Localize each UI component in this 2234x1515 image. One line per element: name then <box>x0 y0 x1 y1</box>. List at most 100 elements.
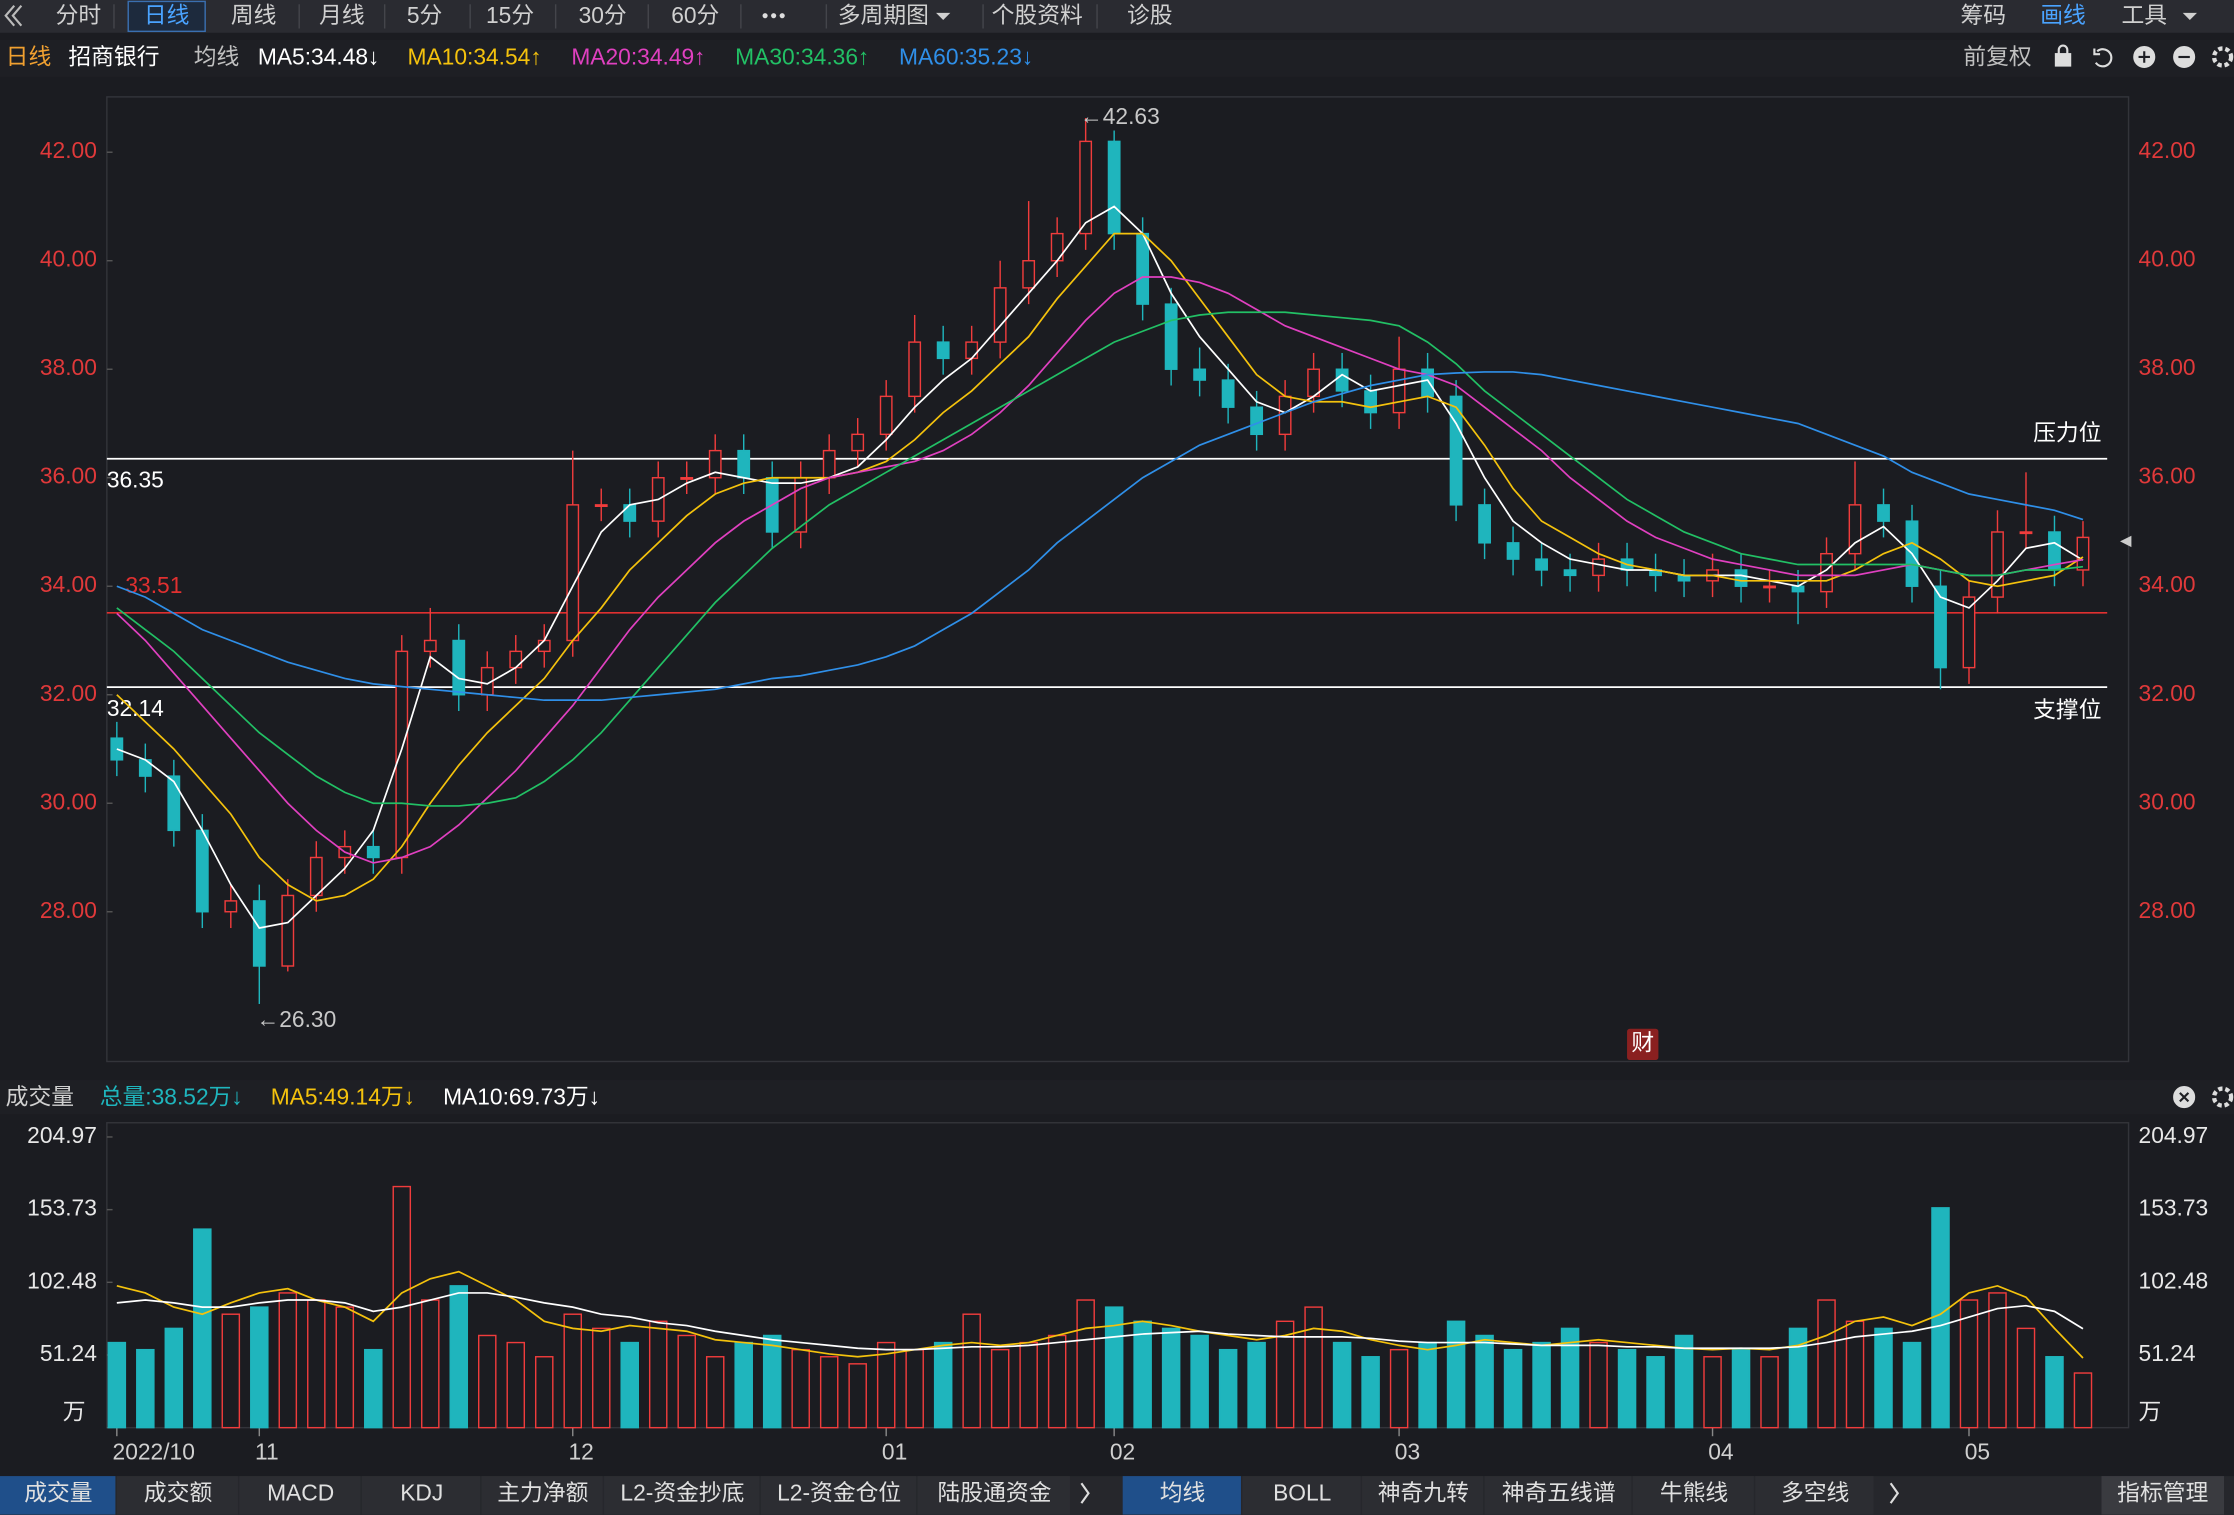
y2-tick-label: 40.00 <box>2139 246 2196 272</box>
indicator-tab[interactable]: 主力净额 <box>497 1480 588 1506</box>
candle-body <box>1250 406 1264 436</box>
candle-body <box>423 639 437 653</box>
overlay-tab[interactable]: BOLL <box>1273 1480 1331 1506</box>
volume-bar <box>193 1228 212 1429</box>
indicator-tab-bg <box>917 1476 1070 1515</box>
legend-entry: MA5:34.48↓ <box>258 43 380 69</box>
volume-total: 总量:38.52万↓ <box>100 1084 243 1110</box>
volume-bar <box>107 1341 127 1429</box>
adjust-label[interactable]: 前复权 <box>1963 43 2032 69</box>
volume-bar <box>1646 1356 1665 1429</box>
right-tab[interactable]: 画线 <box>2040 2 2086 28</box>
volume-bar <box>307 1299 326 1429</box>
period-tab[interactable]: 分时 <box>56 2 102 28</box>
candle-body <box>281 894 295 967</box>
manage-tab[interactable]: 指标管理 <box>2117 1480 2208 1506</box>
more-icon[interactable] <box>762 13 785 19</box>
level-label: 36.35 <box>107 467 164 493</box>
y-tick-label: 36.00 <box>40 463 97 489</box>
volume-bar <box>819 1356 839 1429</box>
overlay-tab-bg <box>1755 1476 1874 1515</box>
period-label: 日线 <box>6 43 52 69</box>
overlay-tab[interactable]: 均线 <box>1160 1480 1206 1506</box>
candle-body <box>195 829 209 913</box>
back-icon[interactable] <box>4 5 23 27</box>
period-tab[interactable]: 月线 <box>319 2 365 28</box>
toolbar-icons <box>1080 44 2234 1504</box>
y2-tick-label: 42.00 <box>2139 137 2196 163</box>
candle-body <box>452 639 466 696</box>
y-tick-label: 102.48 <box>27 1267 97 1293</box>
period-tab[interactable]: 30分 <box>579 2 627 28</box>
y-tick-label: 万 <box>63 1398 86 1424</box>
volume-bar <box>791 1348 810 1429</box>
candle-body <box>2076 536 2090 571</box>
period-tab[interactable]: 15分 <box>486 2 534 28</box>
volume-bar <box>1674 1334 1694 1429</box>
volume-bar <box>1874 1327 1893 1429</box>
overlay-tab[interactable]: 神奇九转 <box>1378 1480 1469 1506</box>
level-label: 32.14 <box>107 695 164 721</box>
indicator-tab[interactable]: 陆股通资金 <box>938 1480 1052 1506</box>
candle-body <box>737 449 751 479</box>
overlay-tab[interactable]: 牛熊线 <box>1660 1480 1728 1506</box>
candle-body <box>110 737 124 761</box>
right-tab[interactable]: 工具 <box>2121 2 2167 28</box>
volume-bar <box>563 1313 583 1429</box>
candle-body <box>252 900 266 967</box>
toolbar <box>0 0 2234 33</box>
period-tab[interactable]: 日线 <box>144 2 190 28</box>
y-tick-label: 51.24 <box>40 1340 97 1366</box>
indicator-tab-bg <box>116 1476 238 1515</box>
volume-bar <box>705 1356 725 1429</box>
y-tick-label: 34.00 <box>40 571 97 597</box>
indicator-tab[interactable]: KDJ <box>400 1480 443 1506</box>
indicator-tab[interactable]: 成交额 <box>144 1480 213 1506</box>
candle-body <box>1934 585 1947 669</box>
candle-body <box>1506 542 1520 560</box>
volume-info-bar <box>0 1080 2234 1115</box>
volume-bar <box>1475 1334 1494 1429</box>
indicator-tab[interactable]: L2-资金仓位 <box>777 1480 901 1506</box>
candle-body <box>1535 558 1548 571</box>
menu-tab[interactable]: 多周期图 <box>838 2 929 28</box>
candle-body <box>1962 596 1976 669</box>
y2-tick-label: 102.48 <box>2139 1267 2209 1293</box>
indicator-tab[interactable]: MACD <box>267 1480 334 1506</box>
level-label: 33.51 <box>125 572 182 598</box>
right-tab[interactable]: 筹码 <box>1960 2 2006 28</box>
candle-body <box>537 639 551 653</box>
overlay-tab[interactable]: 神奇五线谱 <box>1502 1480 1616 1506</box>
candle-body <box>1592 558 1605 577</box>
overlay-tab-bg <box>1362 1476 1484 1515</box>
candle-body <box>594 504 608 507</box>
overlay-tab-bg <box>1122 1476 1241 1515</box>
legend-entry: MA10:69.73万↓ <box>443 1084 600 1110</box>
period-tab[interactable]: 60分 <box>671 2 719 28</box>
volume-bar <box>1247 1341 1266 1429</box>
info-bar <box>0 39 2234 77</box>
x-tick-label: 03 <box>1395 1438 1420 1464</box>
ma-line <box>116 276 2084 864</box>
y2-tick-label: 28.00 <box>2139 897 2196 923</box>
menu-tab[interactable]: 个股资料 <box>992 2 1083 28</box>
overlay-tab[interactable]: 多空线 <box>1781 1480 1849 1506</box>
x-tick-label: 02 <box>1110 1438 1135 1464</box>
candle-body <box>566 504 580 642</box>
y-tick-label: 42.00 <box>40 137 97 163</box>
menu-tab[interactable]: 诊股 <box>1127 2 1173 28</box>
manage-tab-bg <box>2101 1476 2225 1515</box>
x-tick-label: 12 <box>568 1438 593 1464</box>
dropdown-arrow <box>2182 12 2197 20</box>
candle-body <box>1449 395 1463 506</box>
volume-bar <box>1532 1341 1551 1429</box>
indicator-tab[interactable]: L2-资金抄底 <box>620 1480 744 1506</box>
indicator-tab[interactable]: 成交量 <box>24 1480 92 1506</box>
volume-bar <box>250 1306 269 1429</box>
period-tab[interactable]: 5分 <box>407 2 442 28</box>
badge[interactable]: 财 <box>1631 1029 1654 1055</box>
volume-bar <box>1731 1348 1751 1429</box>
period-tab[interactable]: 周线 <box>231 2 277 28</box>
